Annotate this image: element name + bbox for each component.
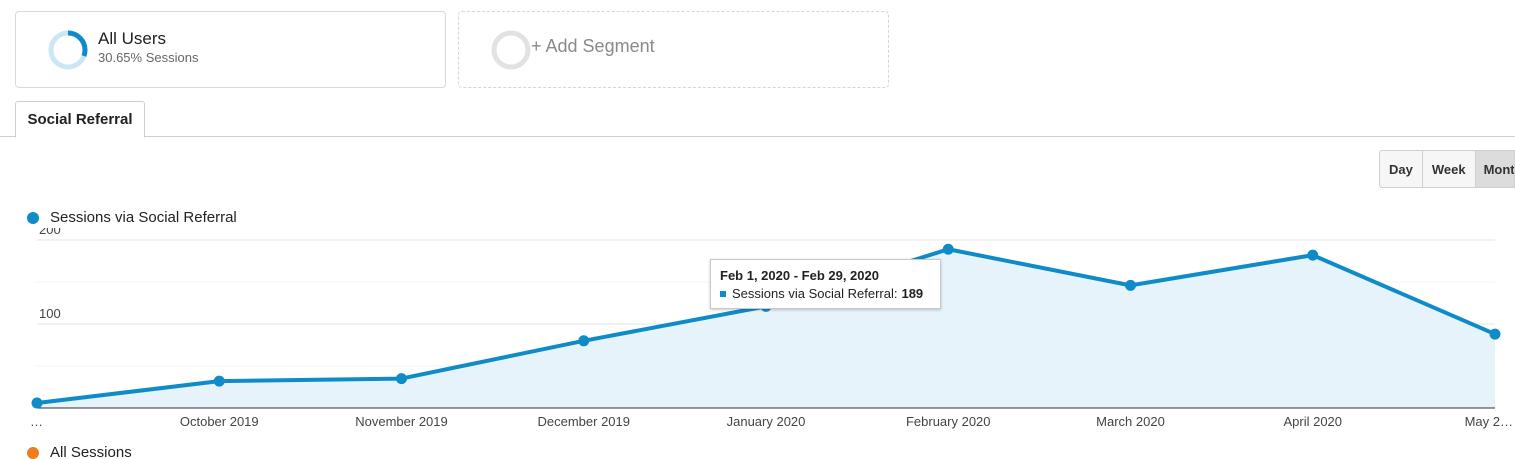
data-point-6 — [1125, 279, 1136, 291]
x-tick-label-7: April 2020 — [1283, 414, 1342, 429]
legend-secondary[interactable]: All Sessions — [27, 444, 132, 459]
granularity-toggle: Day Week Mont — [1379, 150, 1515, 188]
x-tick-label-6: March 2020 — [1096, 414, 1165, 429]
empty-segment-ring-icon — [491, 30, 531, 70]
x-tick-label-3: December 2019 — [538, 414, 631, 429]
segment-all-users[interactable]: All Users 30.65% Sessions — [15, 11, 446, 88]
tooltip-title: Feb 1, 2020 - Feb 29, 2020 — [720, 268, 879, 283]
data-point-1 — [213, 375, 225, 387]
tooltip-series-icon — [720, 290, 726, 297]
data-point-0 — [31, 397, 43, 409]
tooltip-label: Sessions via Social Referral: — [732, 286, 898, 301]
data-point-3 — [578, 335, 590, 347]
week-button[interactable]: Week — [1421, 150, 1476, 188]
add-segment-button[interactable]: + Add Segment — [458, 11, 889, 88]
add-segment-label: + Add Segment — [531, 36, 655, 56]
tab-divider — [0, 136, 1515, 137]
month-button[interactable]: Mont — [1474, 150, 1515, 188]
chart-tooltip: Feb 1, 2020 - Feb 29, 2020 Sessions via … — [710, 259, 941, 309]
legend-secondary-label: All Sessions — [50, 444, 132, 459]
data-point-2 — [396, 373, 407, 385]
x-tick-label-1: October 2019 — [180, 414, 259, 429]
data-point-8 — [1489, 328, 1501, 340]
segment-subtitle: 30.65% Sessions — [98, 50, 199, 65]
x-tick-label-2: November 2019 — [355, 414, 448, 429]
data-point-7 — [1307, 249, 1319, 261]
legend-primary[interactable]: Sessions via Social Referral — [27, 209, 237, 226]
legend-dot-icon — [27, 211, 39, 224]
x-tick-label-0: … — [30, 414, 43, 429]
y-tick-label-200: 200 — [39, 228, 61, 237]
segment-title: All Users — [98, 29, 167, 48]
data-point-5 — [942, 243, 954, 255]
legend-primary-label: Sessions via Social Referral — [50, 209, 237, 226]
x-tick-label-4: January 2020 — [727, 414, 806, 429]
x-tick-label-8: May 2… — [1465, 414, 1513, 429]
x-tick-label-5: February 2020 — [906, 414, 991, 429]
tab-social-referral[interactable]: Social Referral — [15, 101, 145, 138]
day-button[interactable]: Day — [1379, 150, 1423, 188]
y-tick-label-100: 100 — [39, 306, 61, 321]
segment-ring-icon — [48, 30, 88, 70]
legend-dot-icon — [27, 446, 39, 459]
tooltip-value: 189 — [901, 286, 924, 301]
